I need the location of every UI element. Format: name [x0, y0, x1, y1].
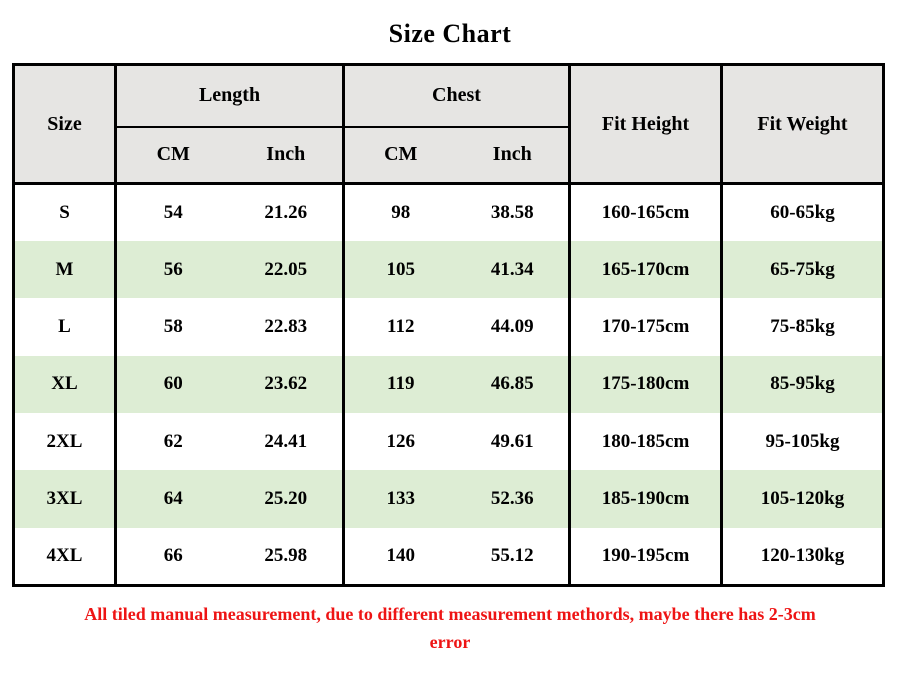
cell-size: XL [51, 373, 78, 395]
cell-length-inch: 22.05 [264, 258, 308, 280]
col-header-fit-weight: Fit Weight [720, 64, 884, 185]
cell-length-inch: 23.62 [264, 373, 308, 395]
cell-length-inch: 24.41 [264, 430, 308, 452]
measurement-note-line: All tiled manual measurement, due to dif… [84, 603, 816, 624]
cell-fit-weight: 105-120kg [720, 470, 884, 528]
cell-length-cm: 66 [114, 527, 230, 586]
col-header-chest: Chest [342, 64, 570, 128]
cell-chest-cm: 126 [342, 413, 457, 471]
cell-length-inch: 22.83 [264, 315, 308, 337]
cell-fit-weight: 120-130kg [720, 527, 884, 586]
cell-fit-height: 185-190cm [568, 470, 722, 528]
table-row: 4XL 66 25.98 140 55.12 190-195cm 120-130kg [13, 527, 884, 586]
page-title: Size Chart [388, 19, 512, 48]
subheader-chest-cm: CM [342, 126, 457, 185]
cell-chest-inch: 41.34 [490, 258, 534, 280]
measurement-note-line: error [429, 631, 471, 652]
table-row: XL 60 23.62 119 46.85 175-180cm 85-95kg [13, 355, 884, 414]
table-row: S 54 21.26 98 38.58 160-165cm 60-65kg [13, 183, 884, 241]
table-row: M 56 22.05 105 41.34 165-170cm 65-75kg [13, 240, 884, 299]
cell-chest-inch: 52.36 [490, 488, 534, 510]
measurement-note: All tiled manual measurement, due to dif… [0, 600, 900, 656]
cell-fit-weight: 60-65kg [720, 183, 884, 241]
cell-fit-weight: 65-75kg [720, 240, 884, 299]
cell-length-cm: 64 [114, 470, 230, 528]
cell-size: 3XL [46, 488, 83, 510]
cell-length-inch: 25.98 [264, 544, 308, 566]
cell-chest-cm: 105 [342, 240, 457, 299]
table-header: Size Length Chest Fit Height Fit Weight … [13, 64, 884, 185]
cell-chest-inch: 44.09 [490, 315, 534, 337]
cell-chest-cm: 98 [342, 183, 457, 241]
table-row: 3XL 64 25.20 133 52.36 185-190cm 105-120kg [13, 470, 884, 528]
cell-fit-weight: 85-95kg [720, 355, 884, 414]
col-header-length: Length [114, 64, 344, 128]
cell-size: M [55, 258, 74, 280]
cell-fit-height: 175-180cm [568, 355, 722, 414]
subheader-length-inch: Inch [229, 126, 344, 185]
cell-chest-inch: 38.58 [490, 201, 534, 223]
cell-chest-cm: 133 [342, 470, 457, 528]
cell-fit-height: 160-165cm [568, 183, 722, 241]
cell-length-cm: 60 [114, 355, 230, 414]
cell-length-inch: 21.26 [264, 201, 308, 223]
subheader-chest-inch: Inch [456, 126, 570, 185]
table-row: L 58 22.83 112 44.09 170-175cm 75-85kg [13, 298, 884, 356]
col-header-size: Size [13, 64, 116, 185]
cell-chest-cm: 140 [342, 527, 457, 586]
cell-size: 4XL [46, 544, 83, 566]
cell-chest-cm: 119 [342, 355, 457, 414]
cell-length-inch: 25.20 [264, 488, 308, 510]
cell-fit-weight: 75-85kg [720, 298, 884, 356]
cell-length-cm: 62 [114, 413, 230, 471]
cell-chest-cm: 112 [342, 298, 457, 356]
cell-length-cm: 54 [114, 183, 230, 241]
size-chart-table: Size Length Chest Fit Height Fit Weight … [12, 63, 885, 587]
cell-chest-inch: 49.61 [490, 430, 534, 452]
subheader-length-cm: CM [114, 126, 230, 185]
cell-chest-inch: 55.12 [490, 544, 534, 566]
cell-fit-height: 165-170cm [568, 240, 722, 299]
col-header-fit-height: Fit Height [568, 64, 722, 185]
size-table-body: S 54 21.26 98 38.58 160-165cm 60-65kg M 56 22.05 1… [13, 183, 884, 586]
cell-size: 2XL [46, 430, 83, 452]
cell-fit-weight: 95-105kg [720, 413, 884, 471]
cell-size: S [59, 201, 70, 223]
cell-fit-height: 190-195cm [568, 527, 722, 586]
cell-fit-height: 180-185cm [568, 413, 722, 471]
cell-size: L [58, 315, 71, 337]
cell-length-cm: 56 [114, 240, 230, 299]
cell-chest-inch: 46.85 [490, 373, 534, 395]
table-row: 2XL 62 24.41 126 49.61 180-185cm 95-105kg [13, 413, 884, 471]
cell-fit-height: 170-175cm [568, 298, 722, 356]
cell-length-cm: 58 [114, 298, 230, 356]
